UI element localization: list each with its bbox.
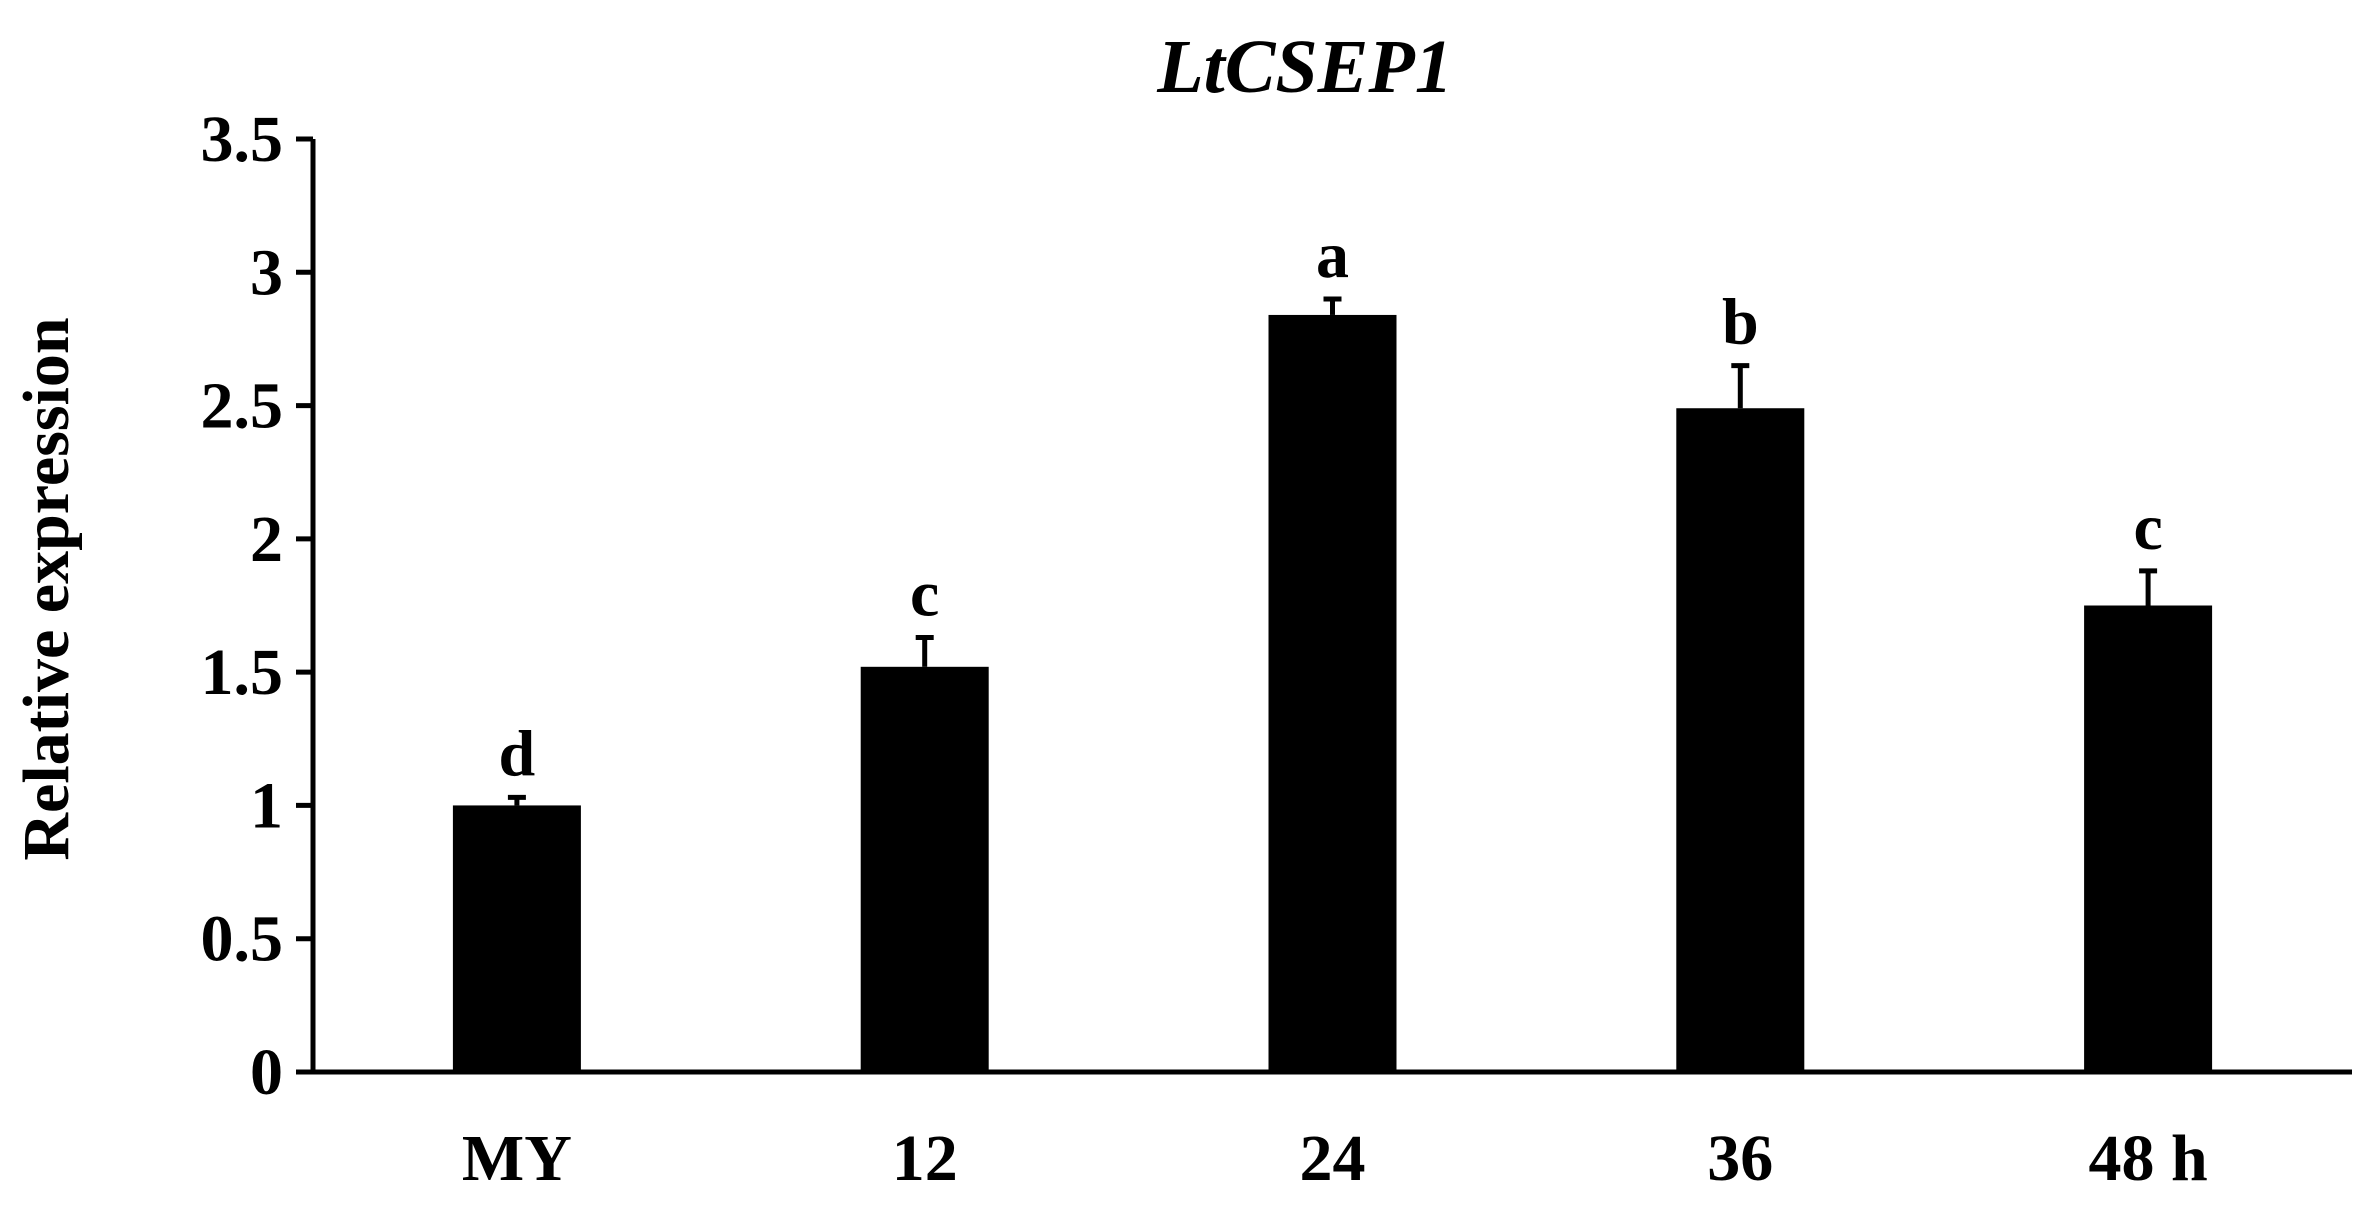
y-tick-label: 3 xyxy=(250,236,283,309)
x-category-label: 24 xyxy=(1300,1122,1366,1195)
bar xyxy=(452,805,581,1072)
x-category-label: MY xyxy=(462,1122,572,1195)
y-tick-label: 2.5 xyxy=(201,370,284,443)
y-tick-label: 1 xyxy=(250,769,283,842)
y-tick-label: 0 xyxy=(250,1036,283,1109)
y-tick-label: 1.5 xyxy=(201,636,284,709)
significance-label: b xyxy=(1722,286,1759,359)
labels: 0 0.5 1 1.5 2 2.5 3 3.5 d MY c 12 a 24 b 36 c 48 h xyxy=(201,103,2208,1195)
bar xyxy=(1268,314,1397,1072)
bar xyxy=(1676,408,1805,1072)
significance-label: d xyxy=(499,717,536,790)
x-category-label: 36 xyxy=(1707,1122,1773,1195)
x-category-label: 12 xyxy=(892,1122,958,1195)
significance-label: a xyxy=(1316,219,1349,292)
y-tick-label: 0.5 xyxy=(201,903,284,976)
bar xyxy=(860,666,989,1072)
x-category-label: 48 h xyxy=(2088,1122,2207,1195)
bar xyxy=(2084,605,2213,1072)
y-tick-label: 2 xyxy=(250,503,283,576)
y-axis-label: Relative expression xyxy=(10,317,83,860)
significance-label: c xyxy=(910,557,939,630)
significance-label: c xyxy=(2133,491,2162,564)
bars xyxy=(452,296,2213,1072)
y-tick-label: 3.5 xyxy=(201,103,284,176)
chart-title: LtCSEP1 xyxy=(1156,25,1453,109)
